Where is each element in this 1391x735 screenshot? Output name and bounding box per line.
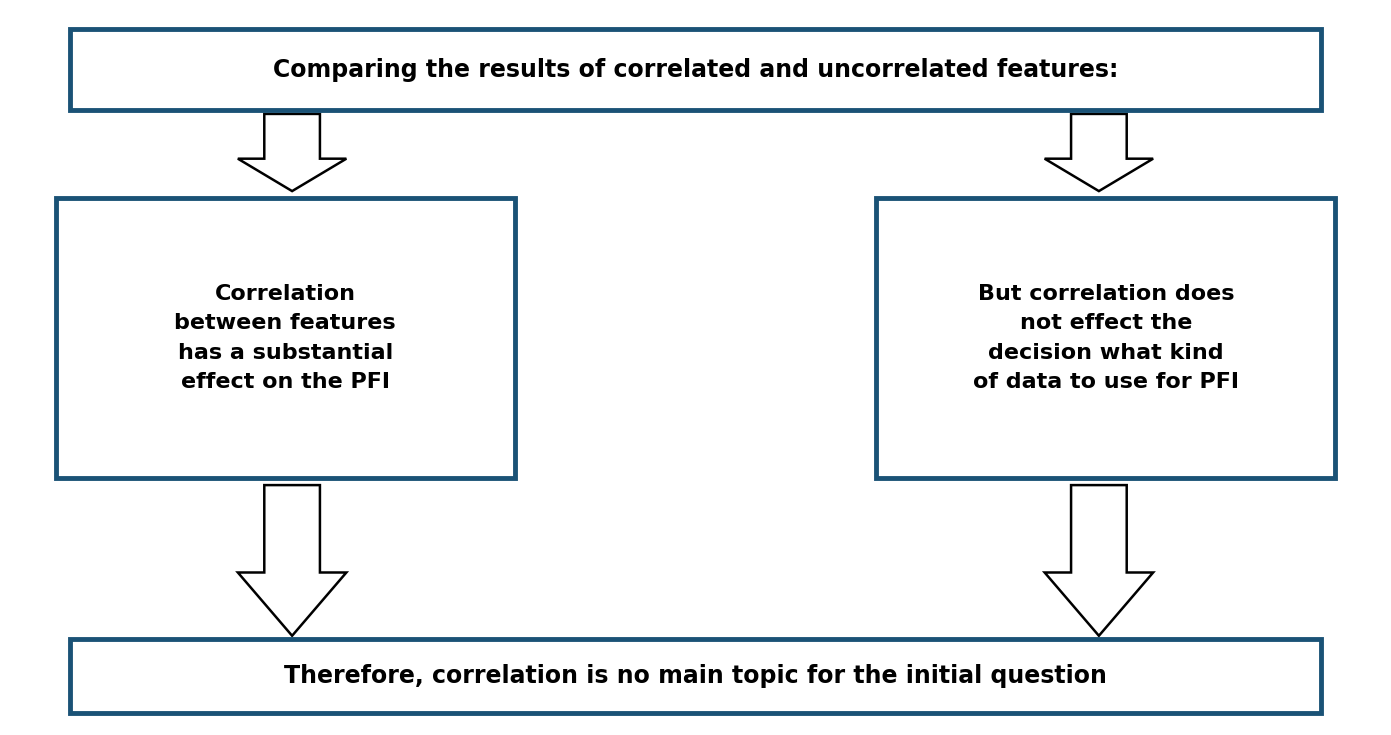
- Text: Correlation
between features
has a substantial
effect on the PFI: Correlation between features has a subst…: [174, 284, 396, 392]
- Polygon shape: [238, 114, 346, 191]
- FancyBboxPatch shape: [70, 29, 1321, 110]
- Text: Comparing the results of correlated and uncorrelated features:: Comparing the results of correlated and …: [273, 58, 1118, 82]
- Text: Therefore, correlation is no main topic for the initial question: Therefore, correlation is no main topic …: [284, 664, 1107, 688]
- FancyBboxPatch shape: [56, 198, 515, 478]
- Polygon shape: [238, 485, 346, 636]
- FancyBboxPatch shape: [70, 639, 1321, 713]
- Polygon shape: [1045, 114, 1153, 191]
- Polygon shape: [1045, 485, 1153, 636]
- Text: But correlation does
not effect the
decision what kind
of data to use for PFI: But correlation does not effect the deci…: [972, 284, 1239, 392]
- FancyBboxPatch shape: [876, 198, 1335, 478]
